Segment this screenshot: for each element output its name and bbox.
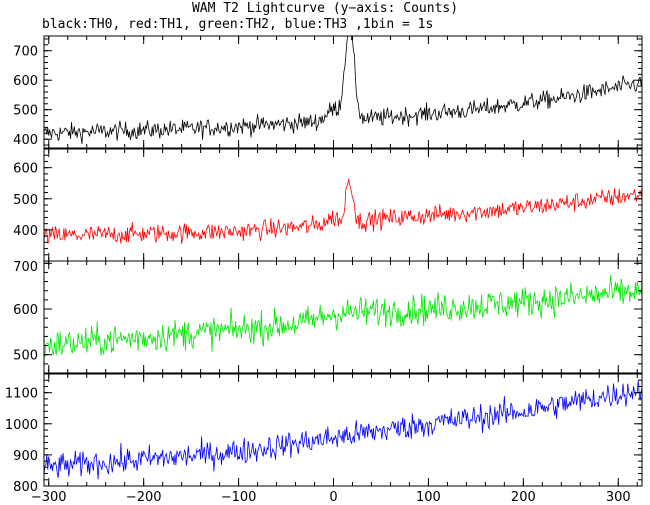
series-line-th0	[44, 36, 642, 145]
panel-frame	[43, 373, 643, 487]
series-line-th2	[44, 274, 642, 357]
panel-frame	[43, 148, 643, 262]
y-tick-label: 500	[13, 349, 38, 364]
series-line-th1	[44, 178, 642, 244]
series-line-th3	[44, 380, 642, 480]
x-tick-label: 200	[511, 490, 536, 505]
y-tick-label: 800	[13, 480, 38, 495]
y-tick-label: 600	[13, 303, 38, 318]
y-tick-label: 1100	[5, 387, 38, 402]
y-tick-label: 500	[13, 193, 38, 208]
chart-subtitle: black:TH0, red:TH1, green:TH2, blue:TH3 …	[42, 17, 434, 32]
x-tick-label: −200	[126, 490, 162, 505]
x-tick-label: 100	[416, 490, 441, 505]
chart-title: WAM T2 Lightcurve (y−axis: Counts)	[191, 1, 459, 16]
y-tick-label: 600	[13, 162, 38, 177]
x-tick-label: 0	[329, 490, 337, 505]
x-tick-label: −100	[221, 490, 257, 505]
y-tick-label: 700	[13, 260, 38, 275]
y-tick-label: 500	[13, 104, 38, 119]
y-tick-label: 1000	[5, 418, 38, 433]
panel-frame	[43, 260, 643, 374]
y-tick-label: 600	[13, 74, 38, 89]
y-tick-label: 400	[13, 224, 38, 239]
y-tick-label: 900	[13, 449, 38, 464]
x-tick-label: 300	[606, 490, 631, 505]
y-tick-label: 400	[13, 133, 38, 148]
y-tick-label: 700	[13, 45, 38, 60]
x-tick-label: −300	[31, 490, 67, 505]
